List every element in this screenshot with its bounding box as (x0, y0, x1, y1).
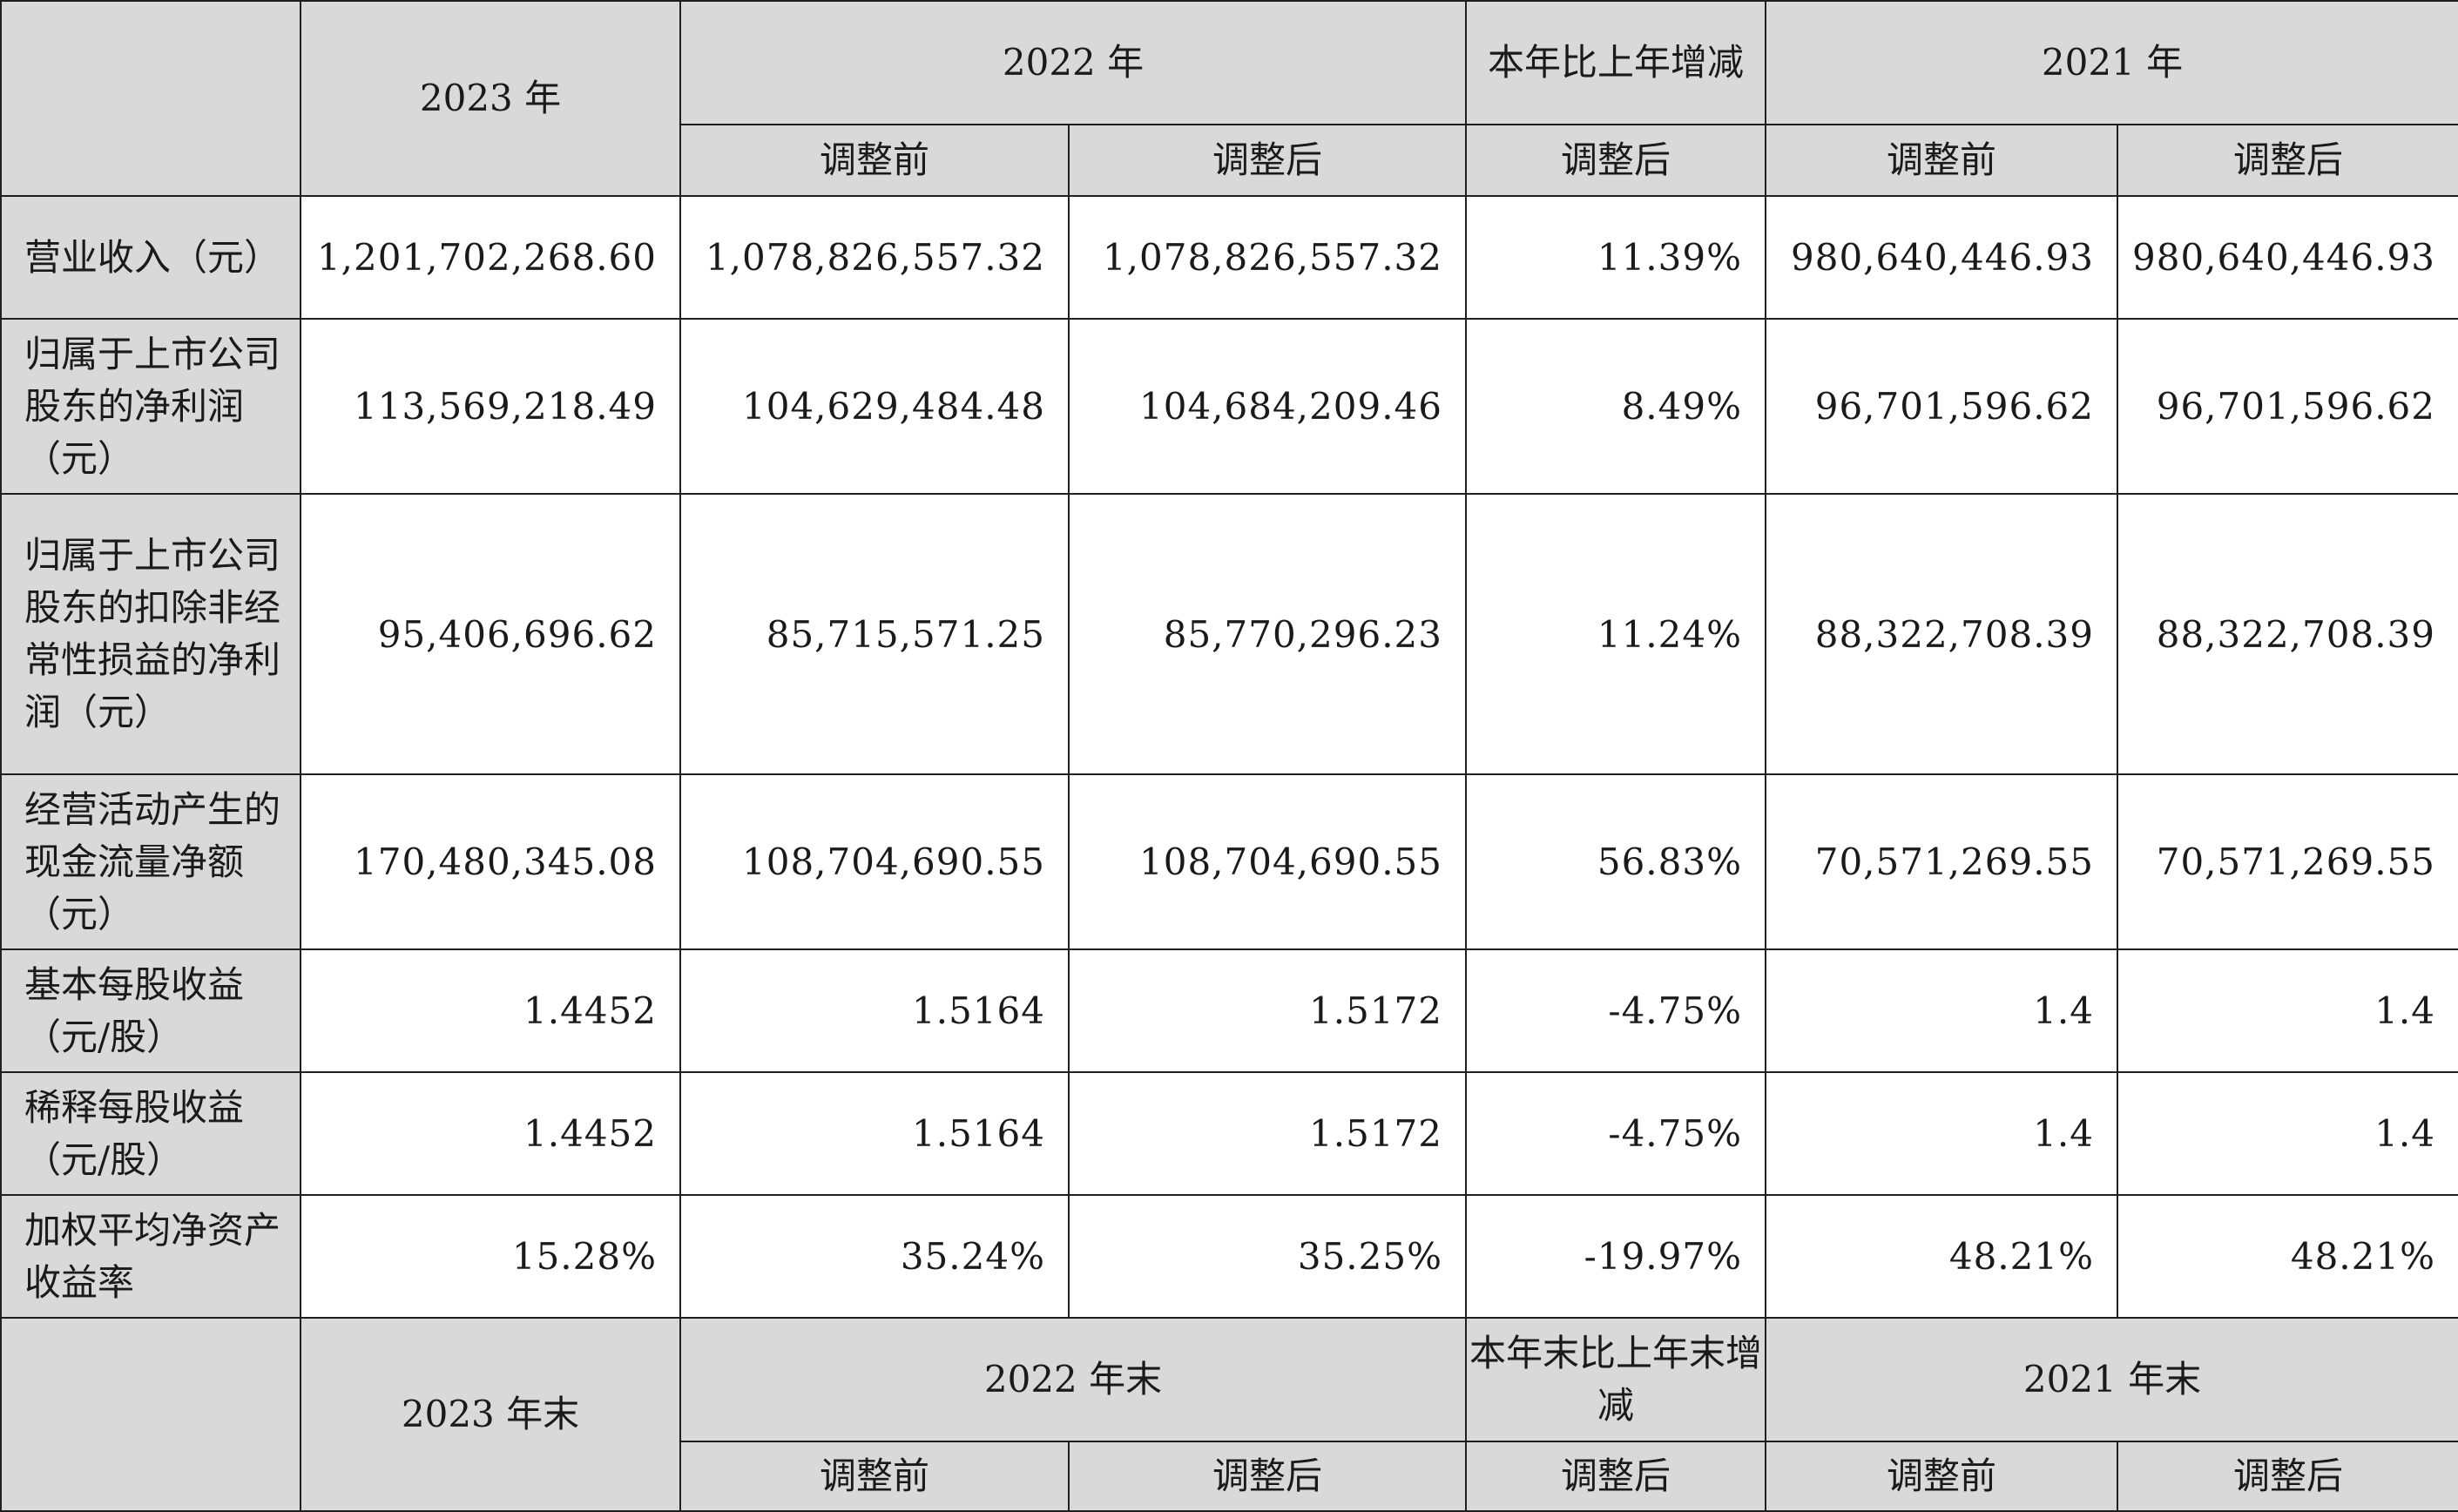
table-cell: 70,571,269.55 (1765, 773, 2118, 950)
table-cell: -4.75% (1465, 1071, 1766, 1196)
table-cell: 108,704,690.55 (679, 773, 1070, 950)
col-header-2023: 2023 年 (300, 0, 681, 197)
col-header-2021: 2021 年 (1765, 0, 2458, 125)
table-cell: 48.21% (1765, 1194, 2118, 1319)
table-cell: 1.4452 (300, 1071, 681, 1196)
table-cell: 108,704,690.55 (1068, 773, 1467, 950)
col-header-2022-end: 2022 年末 (679, 1317, 1467, 1442)
table-cell: 96,701,596.62 (2117, 318, 2458, 495)
col-header-2023-end: 2023 年末 (300, 1317, 681, 1512)
subheader-2021-end-after: 调整后 (2117, 1441, 2458, 1512)
table-cell: 1.4 (1765, 1071, 2118, 1196)
table-cell: 88,322,708.39 (1765, 493, 2118, 775)
subheader-2021-end-before: 调整前 (1765, 1441, 2118, 1512)
table-cell: 11.24% (1465, 493, 1766, 775)
row-label-net-profit: 归属于上市公司股东的净利润（元） (0, 318, 301, 495)
subheader-yoy-end-after: 调整后 (1465, 1441, 1766, 1512)
table-cell: 1.4 (2117, 1071, 2458, 1196)
table-cell: 1.5164 (679, 1071, 1070, 1196)
table-cell: 1.5172 (1068, 1071, 1467, 1196)
table-row: 归属于上市公司股东的扣除非经常性损益的净利润（元） 95,406,696.62 … (0, 493, 2458, 775)
subheader-2022-end-before: 调整前 (679, 1441, 1070, 1512)
header-corner-cell (0, 1317, 301, 1512)
header-corner-cell (0, 0, 301, 197)
row-label-deducted-net-profit: 归属于上市公司股东的扣除非经常性损益的净利润（元） (0, 493, 301, 775)
row-label-revenue: 营业收入（元） (0, 195, 301, 320)
row-label-diluted-eps: 稀释每股收益（元/股） (0, 1071, 301, 1196)
table-cell: 96,701,596.62 (1765, 318, 2118, 495)
table-cell: -4.75% (1465, 948, 1766, 1073)
table-cell: 113,569,218.49 (300, 318, 681, 495)
table-cell: 85,715,571.25 (679, 493, 1070, 775)
table-cell: 15.28% (300, 1194, 681, 1319)
row-label-operating-cash-flow: 经营活动产生的现金流量净额（元） (0, 773, 301, 950)
table-cell: 85,770,296.23 (1068, 493, 1467, 775)
table-row: 经营活动产生的现金流量净额（元） 170,480,345.08 108,704,… (0, 773, 2458, 950)
subheader-2021-after: 调整后 (2117, 124, 2458, 197)
table-cell: 70,571,269.55 (2117, 773, 2458, 950)
table-cell: 1,078,826,557.32 (679, 195, 1070, 320)
col-header-2022: 2022 年 (679, 0, 1467, 125)
table-row: 稀释每股收益（元/股） 1.4452 1.5164 1.5172 -4.75% … (0, 1071, 2458, 1196)
table-cell: 35.24% (679, 1194, 1070, 1319)
table-cell: 95,406,696.62 (300, 493, 681, 775)
table-row: 营业收入（元） 1,201,702,268.60 1,078,826,557.3… (0, 195, 2458, 320)
table-row: 基本每股收益（元/股） 1.4452 1.5164 1.5172 -4.75% … (0, 948, 2458, 1073)
table-cell: 88,322,708.39 (2117, 493, 2458, 775)
row-label-weighted-roe: 加权平均净资产收益率 (0, 1194, 301, 1319)
table-cell: 48.21% (2117, 1194, 2458, 1319)
table-cell: 35.25% (1068, 1194, 1467, 1319)
col-header-yoy-end: 本年末比上年末增减 (1465, 1317, 1766, 1442)
table-cell: 980,640,446.93 (1765, 195, 2118, 320)
table-cell: 104,629,484.48 (679, 318, 1070, 495)
table-cell: 1.5172 (1068, 948, 1467, 1073)
table-cell: 170,480,345.08 (300, 773, 681, 950)
table-cell: -19.97% (1465, 1194, 1766, 1319)
col-header-2021-end: 2021 年末 (1765, 1317, 2458, 1442)
col-header-yoy: 本年比上年增减 (1465, 0, 1766, 125)
table-cell: 1.4 (2117, 948, 2458, 1073)
subheader-2022-after: 调整后 (1068, 124, 1467, 197)
subheader-2022-end-after: 调整后 (1068, 1441, 1467, 1512)
subheader-yoy-after: 调整后 (1465, 124, 1766, 197)
row-label-basic-eps: 基本每股收益（元/股） (0, 948, 301, 1073)
table-cell: 11.39% (1465, 195, 1766, 320)
subheader-2022-before: 调整前 (679, 124, 1070, 197)
subheader-2021-before: 调整前 (1765, 124, 2118, 197)
table-cell: 1,201,702,268.60 (300, 195, 681, 320)
table-cell: 980,640,446.93 (2117, 195, 2458, 320)
table-cell: 1.4 (1765, 948, 2118, 1073)
table-cell: 1.4452 (300, 948, 681, 1073)
table-cell: 1.5164 (679, 948, 1070, 1073)
table-cell: 56.83% (1465, 773, 1766, 950)
table-row: 加权平均净资产收益率 15.28% 35.24% 35.25% -19.97% … (0, 1194, 2458, 1319)
table-cell: 1,078,826,557.32 (1068, 195, 1467, 320)
table-cell: 8.49% (1465, 318, 1766, 495)
table-row: 归属于上市公司股东的净利润（元） 113,569,218.49 104,629,… (0, 318, 2458, 495)
table-cell: 104,684,209.46 (1068, 318, 1467, 495)
